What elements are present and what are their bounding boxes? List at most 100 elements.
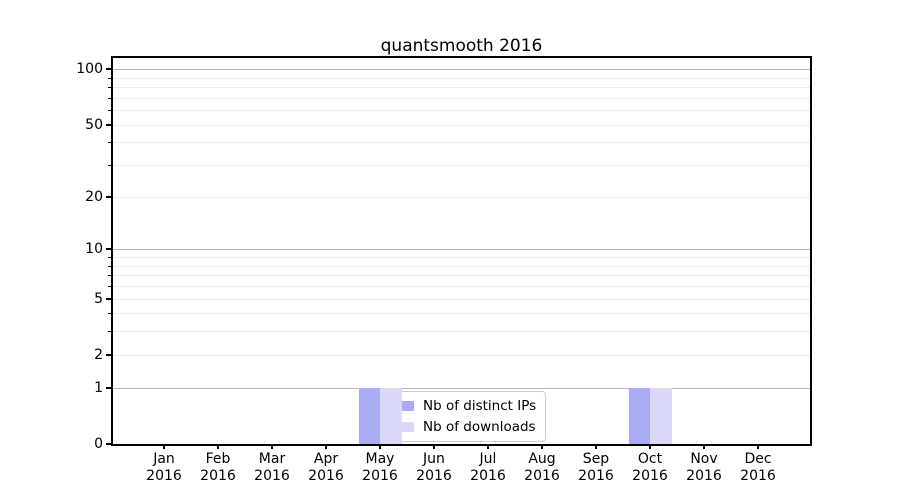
y-minor-tick-mark xyxy=(108,313,111,315)
x-tick-label: May 2016 xyxy=(362,451,398,485)
x-tick-label-month: Nov xyxy=(690,451,718,467)
y-gridline-minor xyxy=(113,196,810,198)
x-tick-label-month: Jul xyxy=(479,451,497,467)
x-tick-mark xyxy=(163,444,165,449)
y-tick-mark xyxy=(106,123,111,126)
y-gridline-minor xyxy=(113,331,810,333)
x-tick-mark xyxy=(703,444,705,449)
y-tick-mark xyxy=(106,68,111,71)
bar-downloads-may xyxy=(380,387,402,444)
y-gridline-minor xyxy=(113,165,810,167)
x-tick-mark xyxy=(325,444,327,449)
x-tick-mark xyxy=(433,444,435,449)
y-gridline-minor xyxy=(113,275,810,277)
x-tick-mark xyxy=(271,444,273,449)
y-tick-mark xyxy=(106,353,111,356)
legend-item-downloads: Nb of downloads xyxy=(386,419,536,435)
x-tick-mark xyxy=(541,444,543,449)
y-tick-mark xyxy=(106,248,111,251)
y-tick-label: 5 xyxy=(94,290,103,307)
y-gridline-minor xyxy=(113,298,810,300)
x-tick-label-year: 2016 xyxy=(200,468,236,484)
x-tick-label-year: 2016 xyxy=(686,468,722,484)
x-tick-label-month: May xyxy=(365,451,395,467)
x-tick-label-month: Jun xyxy=(423,451,445,467)
y-gridline-minor xyxy=(113,285,810,287)
x-tick-label-month: Dec xyxy=(744,451,772,467)
y-tick-label: 0 xyxy=(94,436,103,452)
x-tick-mark xyxy=(379,444,381,449)
y-gridline-minor xyxy=(113,97,810,99)
x-tick-label-year: 2016 xyxy=(416,468,452,484)
y-tick-mark xyxy=(106,386,111,389)
y-minor-tick-mark xyxy=(108,165,111,167)
y-gridline-minor xyxy=(113,87,810,89)
x-tick-label: Apr 2016 xyxy=(308,451,344,485)
y-minor-tick-mark xyxy=(108,87,111,89)
y-tick-label: 1 xyxy=(94,379,103,396)
y-minor-tick-mark xyxy=(108,110,111,112)
y-minor-tick-mark xyxy=(108,275,111,277)
x-tick-mark xyxy=(595,444,597,449)
legend-label-downloads: Nb of downloads xyxy=(423,419,536,435)
x-tick-mark xyxy=(649,444,651,449)
y-tick-label: 10 xyxy=(85,241,103,258)
x-tick-label-month: Oct xyxy=(637,451,663,467)
y-tick-label: 2 xyxy=(94,346,103,363)
legend-label-distinct-ips: Nb of distinct IPs xyxy=(423,398,537,414)
chart-title: quantsmooth 2016 xyxy=(380,36,543,56)
legend: Nb of distinct IPs Nb of downloads xyxy=(377,391,547,442)
x-tick-mark xyxy=(757,444,759,449)
y-minor-tick-mark xyxy=(108,285,111,287)
y-gridline-minor xyxy=(113,257,810,259)
x-tick-label: Aug 2016 xyxy=(524,451,560,485)
x-tick-label: Oct 2016 xyxy=(632,451,668,485)
y-minor-tick-mark xyxy=(108,97,111,99)
x-tick-label: Dec 2016 xyxy=(740,451,776,485)
y-minor-tick-mark xyxy=(108,265,111,267)
y-gridline-minor xyxy=(113,354,810,356)
y-tick-mark xyxy=(106,443,111,445)
y-minor-tick-mark xyxy=(108,77,111,79)
y-tick-label: 20 xyxy=(85,188,103,205)
y-gridline-minor xyxy=(113,124,810,126)
x-tick-label-year: 2016 xyxy=(524,468,560,484)
x-tick-label: Jul 2016 xyxy=(470,451,506,485)
x-tick-label-year: 2016 xyxy=(362,468,398,484)
y-gridline-minor xyxy=(113,110,810,112)
x-tick-label: Feb 2016 xyxy=(200,451,236,485)
x-tick-label-month: Mar xyxy=(258,451,286,467)
legend-item-distinct-ips: Nb of distinct IPs xyxy=(386,398,536,414)
y-minor-tick-mark xyxy=(108,257,111,259)
x-tick-label-year: 2016 xyxy=(254,468,290,484)
y-tick-mark xyxy=(106,297,111,300)
x-tick-label: Sep 2016 xyxy=(578,451,614,485)
y-tick-mark xyxy=(106,195,111,198)
x-tick-label: Nov 2016 xyxy=(686,451,722,485)
x-tick-label-year: 2016 xyxy=(470,468,506,484)
x-tick-label-year: 2016 xyxy=(740,468,776,484)
x-tick-label-year: 2016 xyxy=(146,468,182,484)
y-gridline-major xyxy=(113,249,810,251)
y-gridline-major xyxy=(113,69,810,71)
x-tick-label: Mar 2016 xyxy=(254,451,290,485)
x-tick-label-month: Feb xyxy=(205,451,231,467)
y-minor-tick-mark xyxy=(108,142,111,144)
y-gridline-minor xyxy=(113,142,810,144)
x-tick-label-year: 2016 xyxy=(632,468,668,484)
x-tick-label-month: Sep xyxy=(582,451,610,467)
bar-downloads-oct xyxy=(650,387,672,444)
y-gridline-major xyxy=(113,387,810,389)
x-tick-label: Jan 2016 xyxy=(146,451,182,485)
y-gridline-minor xyxy=(113,313,810,315)
y-gridline-minor xyxy=(113,265,810,267)
y-tick-label: 50 xyxy=(85,116,103,133)
x-tick-label-month: Apr xyxy=(313,451,339,467)
bar-distinct-ips-oct xyxy=(628,387,650,444)
x-tick-label-month: Jan xyxy=(153,451,175,467)
bar-distinct-ips-may xyxy=(358,387,380,444)
x-tick-label-month: Aug xyxy=(528,451,556,467)
y-tick-label: 100 xyxy=(76,61,103,78)
x-tick-label-year: 2016 xyxy=(308,468,344,484)
